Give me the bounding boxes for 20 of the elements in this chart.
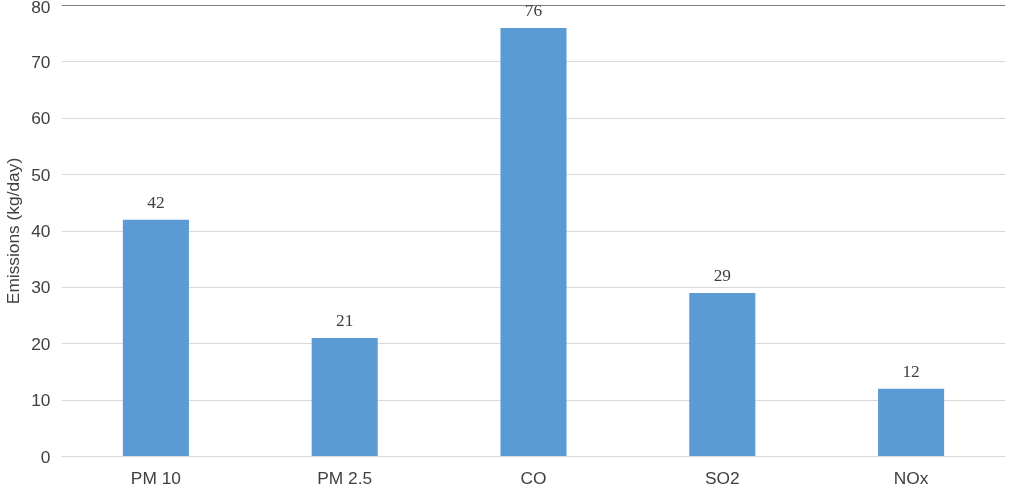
x-tick-label: SO2 bbox=[704, 467, 740, 488]
y-tick-label: 20 bbox=[31, 333, 51, 354]
y-tick-label: 30 bbox=[31, 277, 51, 298]
y-axis-title: Emissions (kg/day) bbox=[3, 157, 24, 305]
data-label: 29 bbox=[713, 266, 731, 286]
data-label: 76 bbox=[524, 1, 543, 21]
data-label: 12 bbox=[902, 361, 920, 381]
x-tick-label: NOx bbox=[893, 467, 929, 488]
x-tick-label: PM 10 bbox=[130, 467, 181, 488]
x-tick-label: PM 2.5 bbox=[317, 467, 373, 488]
y-tick-label: 10 bbox=[31, 390, 51, 411]
y-tick-label: 70 bbox=[31, 51, 51, 72]
y-tick-label: 40 bbox=[31, 221, 51, 241]
x-tick-label: CO bbox=[520, 467, 547, 488]
y-tick-label: 50 bbox=[31, 164, 51, 185]
y-tick-label: 60 bbox=[31, 108, 51, 129]
data-label: 42 bbox=[147, 192, 165, 212]
data-label: 21 bbox=[336, 311, 354, 331]
y-tick-label: 0 bbox=[40, 446, 51, 467]
y-tick-label: 80 bbox=[31, 0, 51, 17]
